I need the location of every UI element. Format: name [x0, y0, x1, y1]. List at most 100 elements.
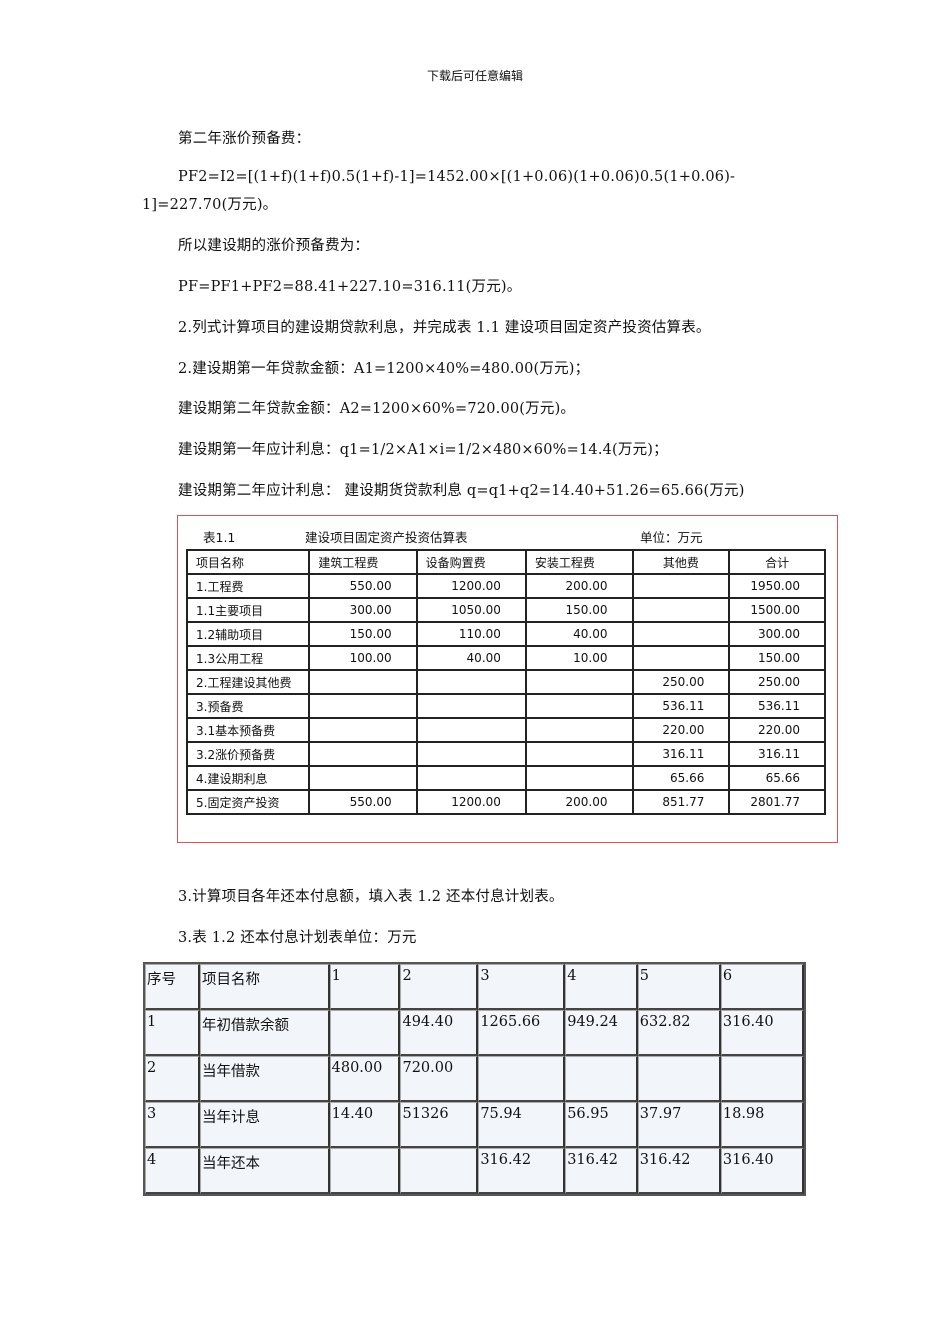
- table-cell: 316.42: [565, 1148, 638, 1194]
- table-cell: 56.95: [565, 1102, 638, 1148]
- table-cell: [329, 1148, 401, 1194]
- paragraph: 建设期第一年应计利息：q1=1/2×A1×i=1/2×480×60%=14.4(…: [178, 442, 668, 458]
- table-cell: 949.24: [565, 1010, 638, 1056]
- paragraph: 1]=227.70(万元)。: [142, 197, 278, 213]
- table-cell: 3: [478, 964, 566, 1010]
- table-cell: [524, 669, 634, 695]
- table-cell: 1050.00: [415, 597, 527, 623]
- table-cell: 18.98: [720, 1102, 804, 1148]
- table-cell: [329, 1010, 401, 1056]
- table-cell: 37.97: [637, 1102, 721, 1148]
- table-cell: 4.建设期利息: [185, 765, 311, 791]
- table-row: 4.建设期利息 65.66 65.66: [185, 765, 826, 791]
- table-cell: [415, 717, 527, 743]
- table-cell: 2: [400, 964, 479, 1010]
- table-cell: 1: [329, 964, 401, 1010]
- table-cell: [720, 1056, 804, 1102]
- table-cell: 550.00: [308, 573, 418, 599]
- table-row: 3.1基本预备费 220.00 220.00: [185, 717, 826, 743]
- table-cell: 6: [720, 964, 804, 1010]
- table-cell: 480.00: [329, 1056, 401, 1102]
- table-cell: [631, 621, 731, 647]
- table-cell: 项目名称: [185, 549, 311, 575]
- table-cell: 200.00: [524, 789, 634, 815]
- table-cell: 550.00: [308, 789, 418, 815]
- table-cell: 316.40: [720, 1010, 804, 1056]
- table-cell: [524, 717, 634, 743]
- table-row: 3.预备费 536.11 536.11: [185, 693, 826, 719]
- table-cell: [308, 765, 418, 791]
- table-cell: 1200.00: [415, 789, 527, 815]
- table-cell: [308, 717, 418, 743]
- table-cell: 5: [637, 964, 721, 1010]
- table-cell: 110.00: [415, 621, 527, 647]
- table-cell: 合计: [728, 549, 826, 575]
- table-cell: [565, 1056, 638, 1102]
- table-header-row: 序号 项目名称 1 2 3 4 5 6: [145, 964, 804, 1010]
- table-cell: [524, 765, 634, 791]
- table-row: 1.2辅助项目 150.00 110.00 40.00 300.00: [185, 621, 826, 647]
- table-cell: 1950.00: [728, 573, 826, 599]
- paragraph: PF=PF1+PF2=88.41+227.10=316.11(万元)。: [178, 279, 522, 295]
- table-cell: 2801.77: [728, 789, 826, 815]
- table-cell: 其他费: [631, 549, 731, 575]
- table-cell: 720.00: [400, 1056, 479, 1102]
- table-cell: 65.66: [728, 765, 826, 791]
- table-cell: 536.11: [631, 693, 731, 719]
- table-row: 3.2涨价预备费 316.11 316.11: [185, 741, 826, 767]
- table-cell: 40.00: [524, 621, 634, 647]
- table-cell: 3.2涨价预备费: [185, 741, 311, 767]
- table-cell: 851.77: [631, 789, 731, 815]
- table-cell: 年初借款余额: [200, 1010, 330, 1056]
- table-cell: 10.00: [524, 645, 634, 671]
- table-cell: 316.42: [637, 1148, 721, 1194]
- table-row: 1.工程费 550.00 1200.00 200.00 1950.00: [185, 573, 826, 599]
- page-header: 下载后可任意编辑: [426, 69, 523, 83]
- table-row: 1 年初借款余额 494.40 1265.66 949.24 632.82 316.40: [145, 1010, 804, 1056]
- table-cell: 200.00: [524, 573, 634, 599]
- table-row: 1.1主要项目 300.00 1050.00 150.00 1500.00: [185, 597, 826, 623]
- table-cell: 316.11: [631, 741, 731, 767]
- paragraph: 建设期第二年应计利息： 建设期货贷款利息 q=q1+q2=14.40+51.26…: [178, 483, 745, 499]
- table-cell: 150.00: [308, 621, 418, 647]
- table-cell: 1.工程费: [185, 573, 311, 599]
- table-cell: [631, 573, 731, 599]
- paragraph: 2.列式计算项目的建设期贷款利息，并完成表 1.1 建设项目固定资产投资估算表。: [178, 320, 711, 336]
- table-row: 3 当年计息 14.40 51326 75.94 56.95 37.97 18.98: [145, 1102, 804, 1148]
- table-cell: 3.1基本预备费: [185, 717, 311, 743]
- table-cell: [524, 741, 634, 767]
- table-row: 2 当年借款 480.00 720.00: [145, 1056, 804, 1102]
- table-cell: [400, 1148, 479, 1194]
- table-cell: 1200.00: [415, 573, 527, 599]
- table-cell: [415, 741, 527, 767]
- table-cell: 300.00: [308, 597, 418, 623]
- table-cell: [637, 1056, 721, 1102]
- table-cell: 5.固定资产投资: [185, 789, 311, 815]
- table-cell: 250.00: [631, 669, 731, 695]
- table-cell: 220.00: [631, 717, 731, 743]
- table-cell: [631, 645, 731, 671]
- table-cell: 1265.66: [478, 1010, 566, 1056]
- table-cell: 1: [145, 1010, 200, 1056]
- table-cell: 设备购置费: [415, 549, 527, 575]
- table-cell: 当年还本: [200, 1148, 330, 1194]
- table-cell: [415, 669, 527, 695]
- table-row: 2.工程建设其他费 250.00 250.00: [185, 669, 826, 695]
- table-cell: 序号: [145, 964, 200, 1010]
- paragraph: 建设期第二年贷款金额：A2=1200×60%=720.00(万元)。: [178, 401, 576, 417]
- table-cell: [478, 1056, 566, 1102]
- paragraph: 3.表 1.2 还本付息计划表单位：万元: [178, 930, 417, 946]
- table-cell: 75.94: [478, 1102, 566, 1148]
- table-cell: 300.00: [728, 621, 826, 647]
- table-cell: [308, 669, 418, 695]
- table-cell: 当年计息: [200, 1102, 330, 1148]
- table-cell: 51326: [400, 1102, 479, 1148]
- repayment-plan-table: 序号 项目名称 1 2 3 4 5 6 1 年初借款余额 494.40 1265.66 949.24 63…: [143, 962, 806, 1196]
- investment-estimate-table: 项目名称 建筑工程费 设备购置费 安装工程费 其他费 合计 1.工程费 550.00 1200.…: [185, 549, 826, 815]
- table-cell: [631, 597, 731, 623]
- table-cell: 220.00: [728, 717, 826, 743]
- table-1-label: 表1.1: [203, 530, 236, 545]
- table-cell: 250.00: [728, 669, 826, 695]
- table-cell: 316.40: [720, 1148, 804, 1194]
